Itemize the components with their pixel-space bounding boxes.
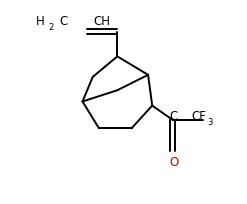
Text: CH: CH xyxy=(93,15,110,28)
Text: CF: CF xyxy=(191,110,206,123)
Text: C: C xyxy=(59,15,67,28)
Text: 2: 2 xyxy=(49,22,54,31)
Text: C: C xyxy=(170,110,178,123)
Text: O: O xyxy=(169,156,178,169)
Text: 3: 3 xyxy=(207,118,212,126)
Text: H: H xyxy=(36,15,45,28)
